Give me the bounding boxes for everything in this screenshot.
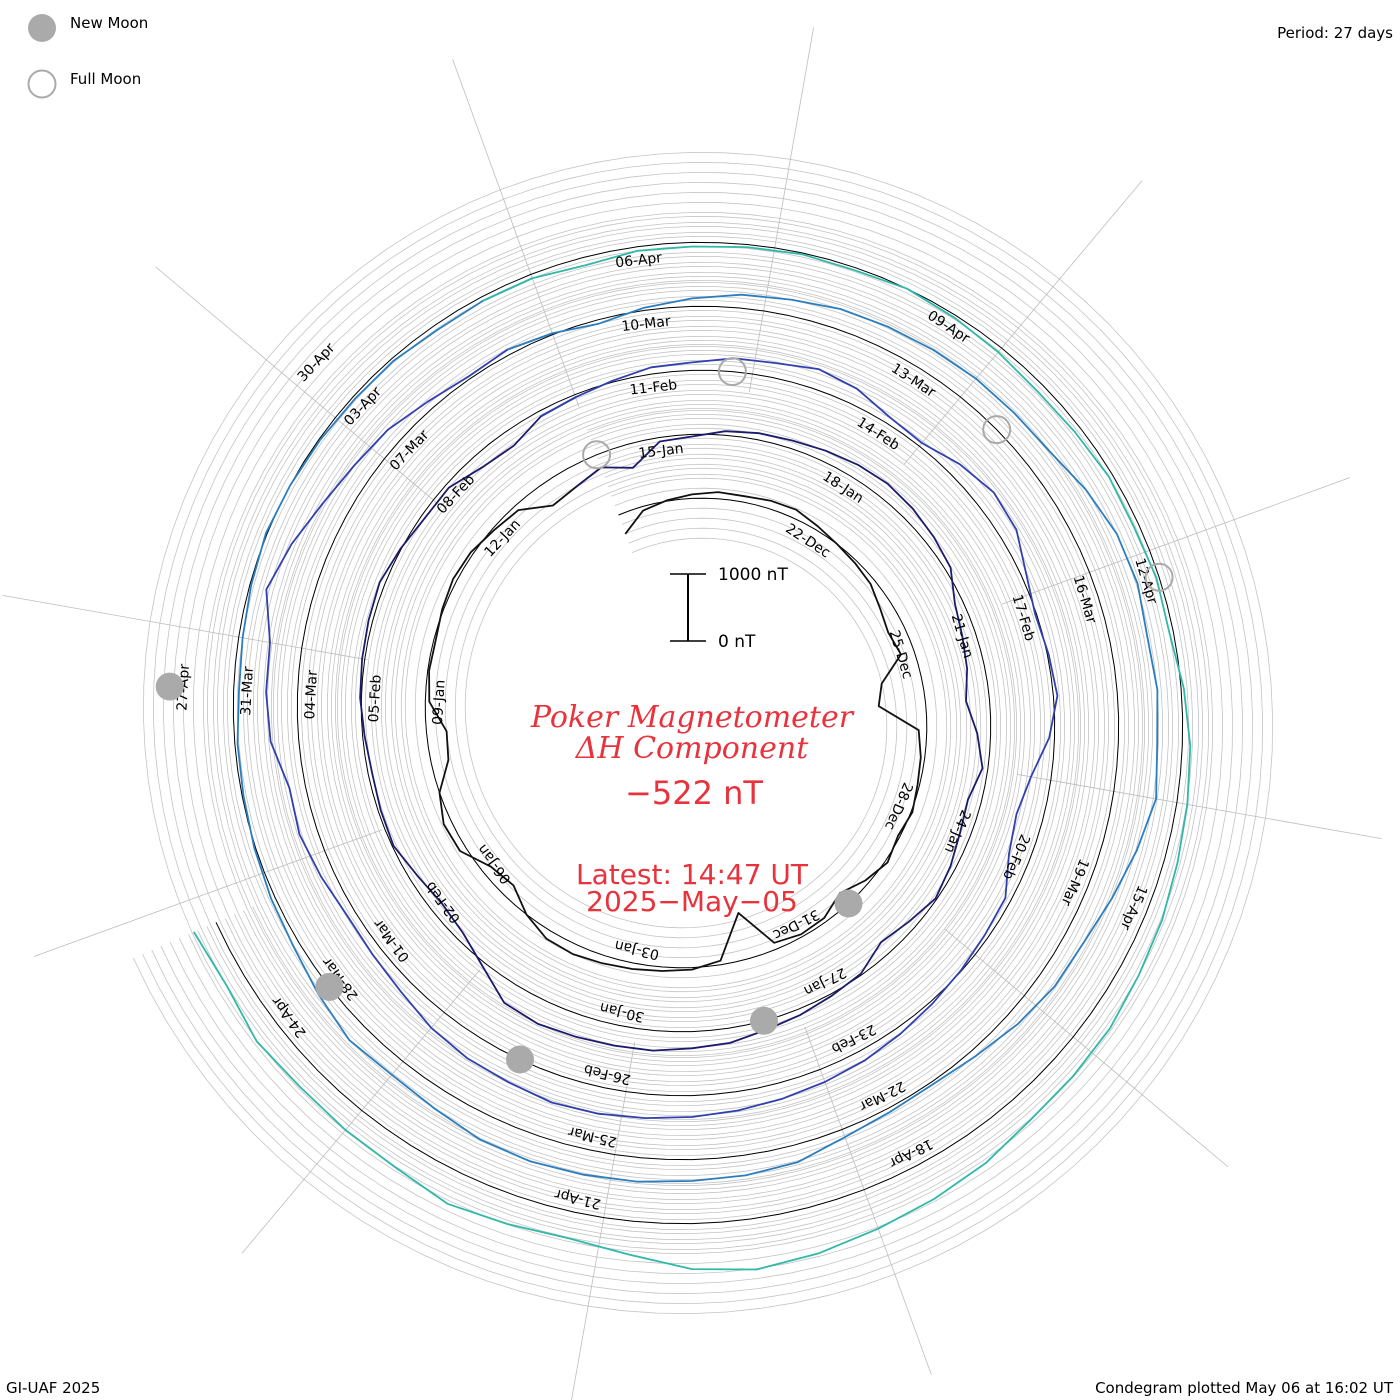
date-tick-label: 31-Mar [238, 666, 257, 716]
radial-spoke [571, 1041, 636, 1400]
radial-spoke [804, 1026, 932, 1375]
radial-spokes [2, 27, 1382, 1400]
radial-spoke [1016, 773, 1382, 839]
date-tick-label: 27-Apr [174, 663, 193, 711]
latest-time: Latest: 14:47 UT [576, 858, 809, 891]
full-moon-marker [582, 440, 612, 470]
date-tick-label: 10-Mar [621, 313, 672, 335]
grid-spiral [142, 161, 1264, 1305]
new-moon-marker [750, 1006, 778, 1035]
radial-spoke [1001, 477, 1350, 605]
grid-spiral [252, 281, 1144, 1185]
date-tick-label: 09-Jan [430, 679, 449, 725]
radial-spoke [944, 928, 1229, 1168]
data-trace-period-4 [236, 277, 1159, 1183]
new-moon-marker [834, 889, 863, 918]
grid-spiral [243, 271, 1154, 1195]
full-moon-legend-icon [27, 69, 57, 99]
date-tick-label: 04-Mar [302, 669, 321, 719]
full-moon-marker [1144, 562, 1174, 592]
date-tick-label: 11-Feb [629, 377, 678, 398]
scale-bottom-label: 0 nT [718, 632, 756, 652]
zero-baseline [215, 241, 1184, 1225]
data-trace-period-3 [265, 332, 1059, 1119]
grid-spiral [178, 201, 1224, 1265]
grid-spiral [224, 251, 1174, 1215]
radial-spoke [155, 266, 440, 506]
date-tick-label: 05-Feb [366, 674, 385, 723]
data-trace-period-1 [428, 466, 922, 972]
data-trace-period-2 [359, 396, 984, 1052]
grid-spiral [197, 221, 1204, 1245]
radial-spoke [903, 180, 1143, 465]
grid-spiral [206, 231, 1194, 1235]
date-tick-label: 15-Jan [638, 441, 685, 462]
legend: New Moon Full Moon [27, 14, 148, 99]
new-moon-legend-label: New Moon [70, 14, 148, 32]
new-moon-marker [506, 1045, 534, 1074]
full-moon-marker [717, 357, 747, 387]
zero-baselines [215, 241, 1184, 1225]
radial-spoke [452, 59, 580, 408]
full-moon-legend-label: Full Moon [70, 70, 141, 88]
radial-spoke [34, 829, 383, 957]
data-trace-period-5 [193, 245, 1192, 1271]
scale-top-label: 1000 nT [718, 565, 788, 585]
data-traces [193, 245, 1192, 1271]
radial-spoke [2, 595, 368, 661]
new-moon-marker [155, 672, 184, 701]
chart-subtitle: ΔH Component [575, 731, 809, 766]
latest-date: 2025−May−05 [586, 885, 798, 918]
full-moon-marker [982, 415, 1012, 445]
radial-spoke [241, 969, 481, 1254]
footer-plot-time: Condegram plotted May 06 at 16:02 UT [1095, 1379, 1394, 1397]
grid-spiral [188, 211, 1214, 1255]
moon-markers [155, 357, 1174, 1074]
grid-spiral [169, 191, 1234, 1275]
chart-title: Poker Magnetometer [530, 700, 855, 735]
new-moon-legend-icon [28, 14, 56, 42]
radial-spoke [748, 27, 814, 393]
date-tick-label: 06-Apr [615, 250, 664, 271]
new-moon-marker [315, 972, 344, 1001]
period-label: Period: 27 days [1277, 24, 1393, 42]
grid-spiral [160, 181, 1244, 1285]
footer-credit: GI-UAF 2025 [6, 1379, 100, 1397]
grid-spiral [151, 171, 1254, 1295]
latest-value: −522 nT [625, 774, 763, 812]
scale-bar: 1000 nT 0 nT [670, 565, 788, 652]
